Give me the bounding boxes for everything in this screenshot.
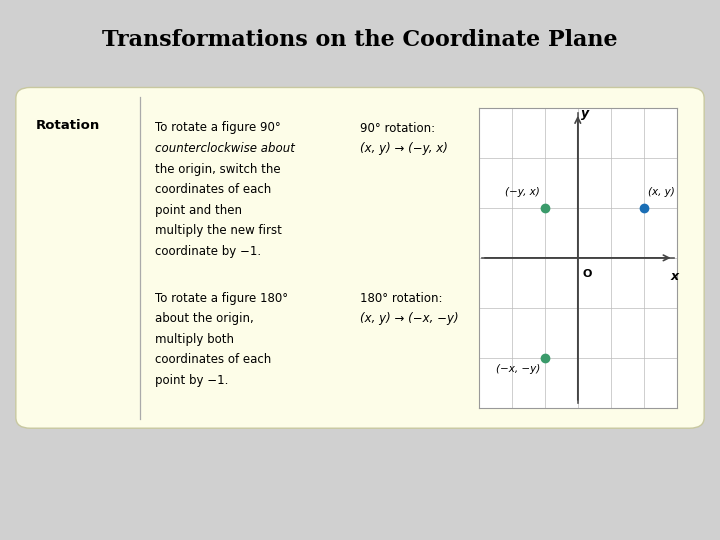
Text: (x, y) → (−x, −y): (x, y) → (−x, −y) [360, 312, 459, 325]
Text: multiply the new first: multiply the new first [155, 224, 282, 237]
Text: counterclockwise about: counterclockwise about [155, 142, 294, 155]
Text: multiply both: multiply both [155, 333, 234, 346]
FancyBboxPatch shape [16, 87, 704, 428]
Text: Rotation: Rotation [36, 119, 100, 132]
Text: point by −1.: point by −1. [155, 374, 228, 387]
Text: (x, y) → (−y, x): (x, y) → (−y, x) [360, 142, 448, 155]
Text: 90° rotation:: 90° rotation: [360, 122, 435, 134]
Text: Transformations on the Coordinate Plane: Transformations on the Coordinate Plane [102, 30, 618, 51]
Text: (x, y): (x, y) [648, 187, 675, 197]
Text: (−x, −y): (−x, −y) [495, 364, 540, 374]
Text: about the origin,: about the origin, [155, 312, 253, 325]
Text: To rotate a figure 180°: To rotate a figure 180° [155, 292, 288, 305]
Text: coordinates of each: coordinates of each [155, 183, 271, 196]
Text: x: x [670, 271, 678, 284]
Text: 180° rotation:: 180° rotation: [360, 292, 443, 305]
Text: coordinate by −1.: coordinate by −1. [155, 245, 261, 258]
Text: (−y, x): (−y, x) [505, 187, 540, 197]
Text: O: O [582, 269, 592, 279]
Text: To rotate a figure 90°: To rotate a figure 90° [155, 122, 281, 134]
Text: coordinates of each: coordinates of each [155, 353, 271, 366]
Text: point and then: point and then [155, 204, 242, 217]
Text: the origin, switch the: the origin, switch the [155, 163, 280, 176]
Text: y: y [581, 107, 589, 120]
